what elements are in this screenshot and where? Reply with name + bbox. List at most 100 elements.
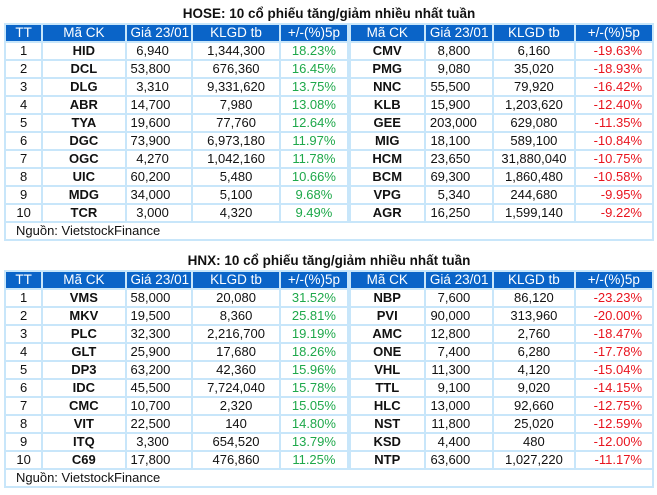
source-row: Nguồn: VietstockFinance — [4, 221, 654, 241]
table-cell: 9,100 — [423, 378, 495, 398]
column-header: Giá 23/01 — [124, 23, 193, 43]
source-note: Nguồn: VietstockFinance — [4, 468, 654, 488]
table-cell: 2 — [3, 59, 44, 79]
table-cell: 10 — [3, 450, 44, 470]
table-cell: 7,980 — [190, 95, 282, 115]
table-cell: 5,340 — [423, 185, 495, 205]
table-cell: -11.17% — [573, 450, 655, 470]
table-cell: 86,120 — [492, 288, 576, 308]
table-cell: 9.49% — [279, 203, 350, 223]
table-cell: ONE — [346, 342, 426, 362]
table-cell: 4,320 — [190, 203, 282, 223]
table-cell: 654,520 — [190, 432, 282, 452]
table-cell: MDG — [41, 185, 127, 205]
table-cell: -10.58% — [573, 167, 655, 187]
table-cell: 8 — [3, 414, 44, 434]
table-cell: 13.75% — [279, 77, 350, 97]
table-cell: 5,100 — [190, 185, 282, 205]
table-cell: NBP — [346, 288, 426, 308]
table-row: 1 VMS 58,000 20,080 31.52% NBP 7,600 86,120 -23.… — [3, 288, 655, 308]
table-cell: 676,360 — [190, 59, 282, 79]
table-cell: 13.08% — [279, 95, 350, 115]
table-cell: 90,000 — [423, 306, 495, 326]
table-row: 3 PLC 32,300 2,216,700 19.19% AMC 12,800 2,760-… — [3, 324, 655, 344]
table-cell: 73,900 — [124, 131, 193, 151]
table-cell: 7,724,040 — [190, 378, 282, 398]
table-cell: KLB — [346, 95, 426, 115]
table-row: 6 DGC 73,900 6,973,180 11.97% MIG 18,100 589,10… — [3, 131, 655, 151]
table-cell: 17,680 — [190, 342, 282, 362]
table-cell: 9,020 — [492, 378, 576, 398]
table-cell: NST — [346, 414, 426, 434]
table-cell: 35,020 — [492, 59, 576, 79]
table-cell: 3 — [3, 324, 44, 344]
column-header: +/-(%)5p — [279, 270, 350, 290]
table-cell: 244,680 — [492, 185, 576, 205]
header-row: TT Mã CK Giá 23/01 KLGD tb +/-(%)5p Mã CK Giá … — [3, 23, 655, 43]
table-cell: 12.64% — [279, 113, 350, 133]
table-row: 10 C69 17,800 476,860 11.25% NTP 63,600 1,027,2… — [3, 450, 655, 470]
table-row: 5 DP3 63,200 42,360 15.96% VHL 11,300 4,120 -15.… — [3, 360, 655, 380]
table-row: 2 DCL 53,800 676,360 16.45% PMG 9,080 35,020 -18… — [3, 59, 655, 79]
table-cell: 4 — [3, 95, 44, 115]
table-cell: 1,860,480 — [492, 167, 576, 187]
table-cell: 79,920 — [492, 77, 576, 97]
table-cell: MIG — [346, 131, 426, 151]
table-cell: -12.75% — [573, 396, 655, 416]
table-cell: -12.40% — [573, 95, 655, 115]
table-cell: DCL — [41, 59, 127, 79]
hnx-table-block: HNX: 10 cổ phiếu tăng/giảm nhiều nhất tu… — [3, 252, 655, 488]
table-cell: 7 — [3, 396, 44, 416]
table-cell: VMS — [41, 288, 127, 308]
table-cell: 6,973,180 — [190, 131, 282, 151]
source-row: Nguồn: VietstockFinance — [4, 468, 654, 488]
table-cell: CMV — [346, 41, 426, 61]
table-cell: 18.23% — [279, 41, 350, 61]
table-row: 7 OGC 4,270 1,042,160 11.78% HCM 23,650 31,880,… — [3, 149, 655, 169]
table-cell: -23.23% — [573, 288, 655, 308]
table-cell: IDC — [41, 378, 127, 398]
table-row: 9 MDG 34,000 5,100 9.68% VPG 5,340 244,680 -9.95… — [3, 185, 655, 205]
table-cell: 11,800 — [423, 414, 495, 434]
column-header: TT — [3, 23, 44, 43]
column-header: TT — [3, 270, 44, 290]
table-cell: 13,000 — [423, 396, 495, 416]
column-header: +/-(%)5p — [573, 23, 655, 43]
table-cell: 25,020 — [492, 414, 576, 434]
table-cell: 45,500 — [124, 378, 193, 398]
table-cell: BCM — [346, 167, 426, 187]
table-cell: 8,360 — [190, 306, 282, 326]
table-cell: 3,000 — [124, 203, 193, 223]
table-cell: 63,600 — [423, 450, 495, 470]
table-cell: 15.96% — [279, 360, 350, 380]
table-cell: HCM — [346, 149, 426, 169]
table-cell: 14.80% — [279, 414, 350, 434]
table-cell: 8 — [3, 167, 44, 187]
table-row: 8 VIT 22,500 140 14.80% NST 11,800 25,020 -12.59… — [3, 414, 655, 434]
table-cell: 12,800 — [423, 324, 495, 344]
table-cell: AMC — [346, 324, 426, 344]
table-cell: 6 — [3, 131, 44, 151]
table-cell: 2 — [3, 306, 44, 326]
table-cell: 11.25% — [279, 450, 350, 470]
header-row: TT Mã CK Giá 23/01 KLGD tb +/-(%)5p Mã CK Giá … — [3, 270, 655, 290]
table-cell: 11,300 — [423, 360, 495, 380]
stock-table: TT Mã CK Giá 23/01 KLGD tb +/-(%)5p Mã CK Giá … — [3, 270, 655, 488]
table-cell: 14,700 — [124, 95, 193, 115]
table-cell: 1,042,160 — [190, 149, 282, 169]
table-cell: 629,080 — [492, 113, 576, 133]
table-row: 2 MKV 19,500 8,360 25.81% PVI 90,000 313,960 -20… — [3, 306, 655, 326]
table-row: 4 ABR 14,700 7,980 13.08% KLB 15,900 1,203,620-… — [3, 95, 655, 115]
table-cell: 6,940 — [124, 41, 193, 61]
table-cell: GEE — [346, 113, 426, 133]
table-cell: 69,300 — [423, 167, 495, 187]
column-header: KLGD tb — [492, 270, 576, 290]
table-cell: -12.00% — [573, 432, 655, 452]
table-cell: -17.78% — [573, 342, 655, 362]
table-cell: 58,000 — [124, 288, 193, 308]
table-cell: 5,480 — [190, 167, 282, 187]
table-cell: -18.47% — [573, 324, 655, 344]
table-cell: 9 — [3, 185, 44, 205]
table-cell: 32,300 — [124, 324, 193, 344]
table-cell: 17,800 — [124, 450, 193, 470]
